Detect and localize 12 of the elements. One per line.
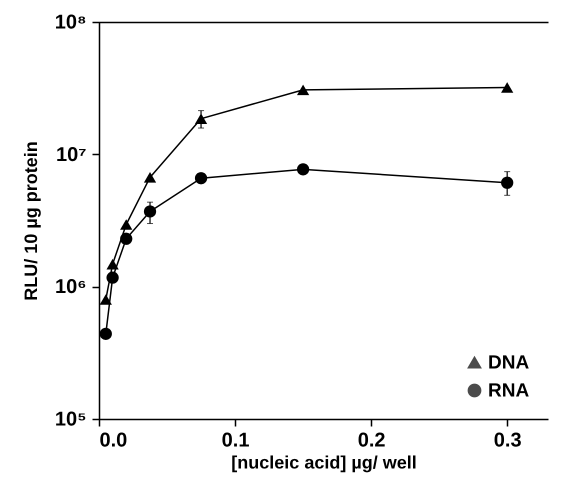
x-tick-label: 0.0 — [100, 430, 128, 452]
y-tick-label: 10⁶ — [55, 276, 86, 298]
y-tick-label: 10⁵ — [54, 408, 86, 430]
x-tick-label: 0.3 — [494, 430, 522, 452]
y-tick-label: 10⁷ — [56, 144, 86, 166]
x-axis-title: [nucleic acid] µg/ well — [231, 452, 417, 472]
x-tick-label: 0.1 — [222, 430, 250, 452]
legend-label: RNA — [488, 380, 530, 402]
legend-label: DNA — [488, 352, 530, 374]
x-tick-label: 0.2 — [358, 430, 386, 452]
y-tick-label: 10⁸ — [54, 12, 86, 34]
y-axis-title: RLU/ 10 µg protein — [20, 141, 41, 301]
